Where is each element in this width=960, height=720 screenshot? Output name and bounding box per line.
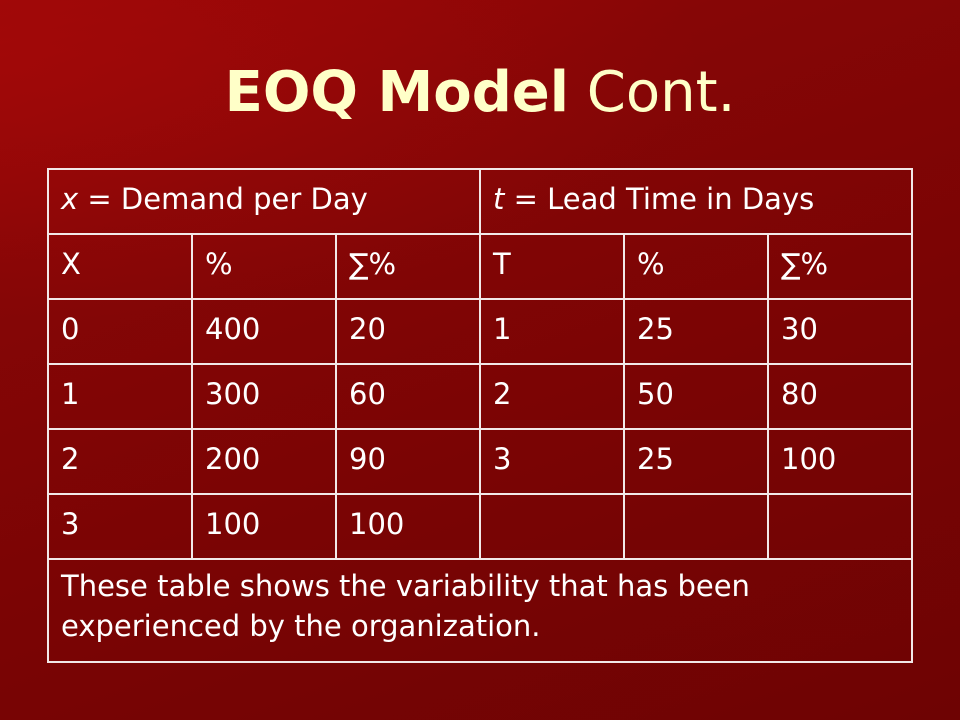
group-header: x = Demand per Day — [47, 168, 481, 235]
cell: 80 — [767, 363, 913, 430]
cell: 50 — [623, 363, 769, 430]
table-body: x = Demand per Day t = Lead Time in Days X… — [47, 168, 913, 663]
note: These table shows the variability that h… — [47, 558, 913, 663]
cell: 3 — [479, 428, 625, 495]
cell: 1 — [47, 363, 193, 430]
group-row: x = Demand per Day t = Lead Time in Days — [47, 168, 913, 235]
empty-cell — [767, 493, 913, 560]
data-row: 0 400 20 1 25 30 — [47, 298, 913, 365]
cell: 100 — [191, 493, 337, 560]
group-text: = Lead Time in Days — [513, 182, 815, 216]
cell: 2 — [47, 428, 193, 495]
cell: 1 — [479, 298, 625, 365]
cell: 90 — [335, 428, 481, 495]
column-header: ∑% — [767, 233, 913, 300]
slide-title: EOQ Model Cont. — [0, 58, 960, 128]
column-header: % — [623, 233, 769, 300]
group-variable: x — [61, 182, 79, 216]
title-bold: EOQ Model — [224, 60, 569, 125]
column-header: X — [47, 233, 193, 300]
cell: 20 — [335, 298, 481, 365]
note-row: These table shows the variability that h… — [47, 558, 913, 663]
data-row: 3 100 100 — [47, 493, 913, 560]
group-text: = Demand per Day — [87, 182, 368, 216]
data-row: 2 200 90 3 25 100 — [47, 428, 913, 495]
cell: 25 — [623, 428, 769, 495]
data-table: x = Demand per Day t = Lead Time in Days X… — [47, 168, 913, 663]
cell: 60 — [335, 363, 481, 430]
cell: 400 — [191, 298, 337, 365]
column-header: % — [191, 233, 337, 300]
empty-cell — [623, 493, 769, 560]
cell: 100 — [767, 428, 913, 495]
cell: 100 — [335, 493, 481, 560]
cell: 300 — [191, 363, 337, 430]
group-header: t = Lead Time in Days — [479, 168, 913, 235]
empty-cell — [479, 493, 625, 560]
cell: 0 — [47, 298, 193, 365]
cell: 3 — [47, 493, 193, 560]
cell: 2 — [479, 363, 625, 430]
title-regular: Cont. — [586, 60, 736, 125]
data-row: 1 300 60 2 50 80 — [47, 363, 913, 430]
column-header: T — [479, 233, 625, 300]
cell: 200 — [191, 428, 337, 495]
column-row: X% ∑% T% ∑% — [47, 233, 913, 300]
cell: 30 — [767, 298, 913, 365]
cell: 25 — [623, 298, 769, 365]
group-variable: t — [493, 182, 505, 216]
column-header: ∑% — [335, 233, 481, 300]
